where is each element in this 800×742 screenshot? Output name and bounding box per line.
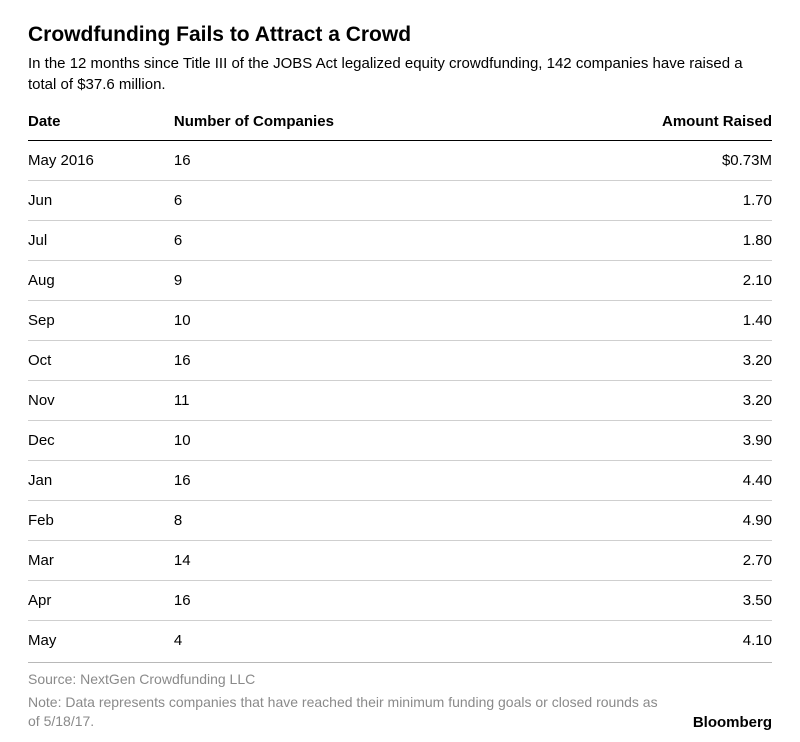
table-body: May 201616$0.73M Jun61.70 Jul61.80 Aug92… — [28, 140, 772, 660]
table-row: Nov113.20 — [28, 380, 772, 420]
table-row: Jan164.40 — [28, 460, 772, 500]
cell-amount: $0.73M — [528, 140, 772, 180]
table-row: Mar142.70 — [28, 540, 772, 580]
cell-amount: 1.40 — [528, 300, 772, 340]
cell-amount: 4.10 — [528, 620, 772, 660]
cell-amount: 3.90 — [528, 420, 772, 460]
cell-date: Jan — [28, 460, 174, 500]
cell-companies: 11 — [174, 380, 528, 420]
cell-companies: 6 — [174, 220, 528, 260]
table-row: May44.10 — [28, 620, 772, 660]
cell-date: Jul — [28, 220, 174, 260]
data-table: Date Number of Companies Amount Raised M… — [28, 113, 772, 660]
col-header-amount: Amount Raised — [528, 113, 772, 141]
cell-date: Apr — [28, 580, 174, 620]
subtitle: In the 12 months since Title III of the … — [28, 54, 772, 95]
note-line: Note: Data represents companies that hav… — [28, 693, 673, 731]
cell-companies: 10 — [174, 420, 528, 460]
chart-container: Crowdfunding Fails to Attract a Crowd In… — [0, 0, 800, 742]
table-header-row: Date Number of Companies Amount Raised — [28, 113, 772, 141]
cell-companies: 16 — [174, 140, 528, 180]
table-row: Feb84.90 — [28, 500, 772, 540]
table-row: Jul61.80 — [28, 220, 772, 260]
cell-amount: 1.70 — [528, 180, 772, 220]
cell-companies: 6 — [174, 180, 528, 220]
table-row: Apr163.50 — [28, 580, 772, 620]
cell-companies: 10 — [174, 300, 528, 340]
col-header-date: Date — [28, 113, 174, 141]
table-row: Dec103.90 — [28, 420, 772, 460]
footer-divider — [28, 662, 772, 663]
cell-date: Aug — [28, 260, 174, 300]
cell-date: Mar — [28, 540, 174, 580]
cell-companies: 16 — [174, 340, 528, 380]
source-line: Source: NextGen Crowdfunding LLC — [28, 671, 772, 687]
cell-companies: 14 — [174, 540, 528, 580]
cell-date: Feb — [28, 500, 174, 540]
table-row: Oct163.20 — [28, 340, 772, 380]
cell-companies: 8 — [174, 500, 528, 540]
cell-amount: 4.40 — [528, 460, 772, 500]
brand-label: Bloomberg — [693, 714, 772, 731]
cell-companies: 16 — [174, 580, 528, 620]
cell-amount: 3.50 — [528, 580, 772, 620]
cell-amount: 3.20 — [528, 380, 772, 420]
cell-companies: 16 — [174, 460, 528, 500]
table-row: Jun61.70 — [28, 180, 772, 220]
note-wrap: Note: Data represents companies that hav… — [28, 693, 693, 731]
cell-date: May 2016 — [28, 140, 174, 180]
cell-date: Dec — [28, 420, 174, 460]
table-row: Sep101.40 — [28, 300, 772, 340]
title: Crowdfunding Fails to Attract a Crowd — [28, 22, 772, 48]
cell-date: Oct — [28, 340, 174, 380]
col-header-companies: Number of Companies — [174, 113, 528, 141]
cell-amount: 3.20 — [528, 340, 772, 380]
table-row: May 201616$0.73M — [28, 140, 772, 180]
cell-date: Nov — [28, 380, 174, 420]
cell-date: May — [28, 620, 174, 660]
cell-companies: 9 — [174, 260, 528, 300]
table-row: Aug92.10 — [28, 260, 772, 300]
cell-companies: 4 — [174, 620, 528, 660]
cell-amount: 2.70 — [528, 540, 772, 580]
cell-date: Sep — [28, 300, 174, 340]
cell-date: Jun — [28, 180, 174, 220]
cell-amount: 1.80 — [528, 220, 772, 260]
footer-row: Note: Data represents companies that hav… — [28, 693, 772, 731]
cell-amount: 4.90 — [528, 500, 772, 540]
cell-amount: 2.10 — [528, 260, 772, 300]
